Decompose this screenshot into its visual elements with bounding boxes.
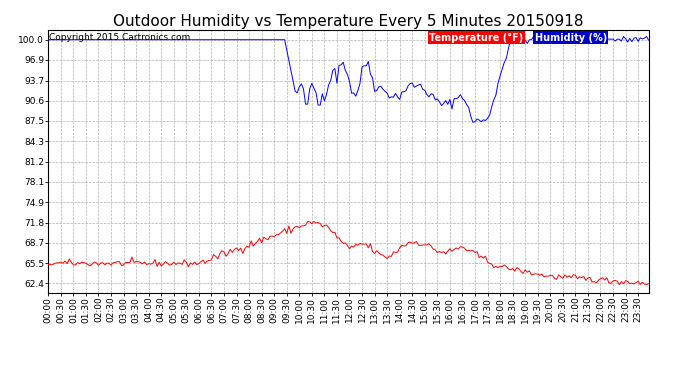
Text: Humidity (%): Humidity (%) bbox=[535, 33, 607, 43]
Text: Temperature (°F): Temperature (°F) bbox=[429, 33, 524, 43]
Text: Copyright 2015 Cartronics.com: Copyright 2015 Cartronics.com bbox=[49, 33, 190, 42]
Title: Outdoor Humidity vs Temperature Every 5 Minutes 20150918: Outdoor Humidity vs Temperature Every 5 … bbox=[113, 14, 584, 29]
